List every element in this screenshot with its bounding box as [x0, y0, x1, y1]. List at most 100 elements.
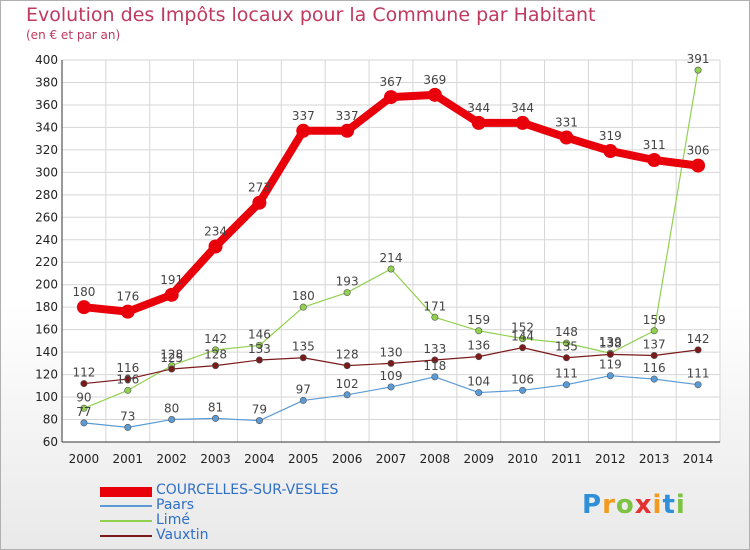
series-1-data-label: 104 [467, 375, 490, 389]
series-1-data-label: 77 [76, 405, 91, 419]
series-3-point [80, 380, 88, 388]
series-2-data-label: 152 [511, 321, 534, 335]
series-2-point [387, 265, 395, 273]
series-2-point [299, 303, 307, 311]
series-0-data-label: 180 [72, 285, 95, 299]
chart-subtitle: (en € et par an) [26, 28, 121, 42]
series-1-point [475, 389, 483, 397]
series-3-point [299, 354, 307, 362]
series-3-data-label: 142 [687, 332, 710, 346]
series-0-point [120, 304, 135, 319]
series-2-data-label: 142 [204, 332, 227, 346]
x-tick-label: 2012 [595, 452, 626, 466]
series-2-point [212, 346, 220, 354]
series-0-data-label: 367 [380, 75, 403, 89]
series-3-point [212, 362, 220, 370]
series-0-point [559, 130, 574, 145]
x-tick-label: 2009 [463, 452, 494, 466]
y-tick-label: 280 [35, 188, 58, 202]
logo-letter: i [652, 490, 663, 520]
series-2-data-label: 214 [380, 251, 403, 265]
series-0-point [384, 90, 398, 105]
series-2-point [694, 66, 702, 74]
series-2-point [124, 386, 132, 394]
series-1-point [212, 414, 220, 422]
series-1-data-label: 119 [599, 358, 622, 372]
series-3-data-label: 128 [204, 348, 227, 362]
series-3-data-label: 137 [643, 337, 666, 351]
series-0-point [296, 123, 311, 138]
series-2-data-label: 171 [423, 299, 446, 313]
series-2-point [255, 341, 263, 349]
logo-letter: r [602, 490, 616, 520]
series-layer [76, 66, 706, 431]
series-0-point [515, 115, 530, 130]
series-0-point [427, 87, 442, 102]
series-0-point [691, 158, 706, 173]
series-1-point [387, 383, 395, 391]
x-tick-label: 2005 [288, 452, 319, 466]
series-0-data-label: 234 [204, 225, 227, 239]
series-1-point [168, 416, 176, 424]
legend-swatch-lime [100, 520, 152, 522]
data-label-layer: 77 73 80 81 79 97 102 109 118 104 106 111 119 116 111 9… [72, 52, 709, 423]
x-tick-label: 2007 [376, 452, 407, 466]
x-tick-label: 2003 [200, 452, 231, 466]
series-1-point [255, 417, 263, 425]
y-tick-label: 220 [35, 255, 58, 269]
series-2-data-label: 180 [292, 289, 315, 303]
series-0-data-label: 344 [511, 101, 534, 115]
series-2-data-label: 159 [467, 313, 490, 327]
logo-letter: P [582, 490, 603, 520]
legend-swatch-vauxtin [100, 535, 152, 537]
series-0-data-label: 369 [423, 73, 446, 87]
series-3-data-label: 112 [72, 366, 95, 380]
y-tick-label: 160 [35, 323, 58, 337]
series-1-data-label: 116 [643, 361, 666, 375]
y-tick-label: 60 [43, 435, 58, 449]
legend-label-lime: Limé [156, 512, 190, 528]
series-3-point [694, 346, 702, 354]
series-0-data-label: 337 [292, 109, 315, 123]
y-tick-label: 360 [35, 98, 58, 112]
series-0-point [471, 115, 486, 130]
legend-swatch-courcelles [100, 487, 152, 497]
series-0-data-label: 331 [555, 116, 578, 130]
y-tick-label: 300 [35, 165, 58, 179]
series-3-data-label: 135 [292, 340, 315, 354]
series-3-data-label: 138 [599, 336, 622, 350]
logo-letter: t [662, 490, 676, 520]
x-tick-label: 2000 [69, 452, 100, 466]
y-tick-label: 400 [35, 53, 58, 67]
series-3-data-label: 135 [555, 340, 578, 354]
series-1-data-label: 102 [336, 377, 359, 391]
legend-label-courcelles: COURCELLES-SUR-VESLES [156, 482, 339, 498]
series-0-point [164, 287, 179, 302]
logo-letter: o [615, 490, 635, 520]
series-3-point [562, 354, 570, 362]
x-tick-label: 2014 [683, 452, 714, 466]
chart-title: Evolution des Impôts locaux pour la Comm… [26, 4, 596, 26]
series-3-data-label: 144 [511, 330, 534, 344]
y-tick-label: 100 [35, 390, 58, 404]
series-3-data-label: 136 [467, 339, 490, 353]
series-3-point [519, 344, 527, 352]
series-0-data-label: 306 [687, 144, 710, 158]
series-1-data-label: 106 [511, 372, 534, 386]
series-2-data-label: 146 [248, 327, 271, 341]
x-tick-label: 2010 [507, 452, 538, 466]
series-2-point [475, 327, 483, 335]
series-1-point [431, 373, 439, 381]
series-1-point [562, 381, 570, 389]
series-0-point [647, 152, 662, 167]
series-1-data-label: 81 [208, 400, 223, 414]
series-1-point [606, 372, 614, 380]
series-1-point [519, 386, 527, 394]
series-3-point [255, 356, 263, 364]
series-1-point [694, 381, 702, 389]
series-3-data-label: 125 [160, 351, 183, 365]
series-2-data-label: 159 [643, 313, 666, 327]
series-0-point [340, 123, 355, 138]
series-1-data-label: 118 [423, 359, 446, 373]
series-1-data-label: 73 [120, 409, 135, 423]
